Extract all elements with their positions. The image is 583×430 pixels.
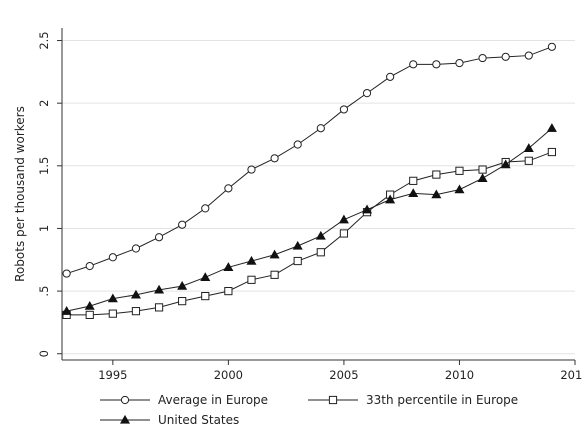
data-point [338,214,349,224]
data-point [224,184,233,193]
y-tick-label: 2.5 [37,31,51,49]
legend: Average in Europe 33th percentile in Euro… [100,393,518,427]
data-point [408,188,419,198]
series-line [66,46,553,275]
data-point [478,165,487,174]
data-point [84,301,95,310]
data-point [524,156,533,165]
data-point [130,289,141,299]
data-point [61,306,72,315]
data-point [247,165,256,174]
data-point [85,310,94,319]
data-point [62,269,71,278]
legend-label: Average in Europe [158,393,268,407]
legend-item: United States [100,413,239,427]
y-tick-label: 1 [37,225,51,232]
data-point [546,123,557,132]
data-point [270,154,279,163]
grid [62,40,575,355]
y-tick-label: 0 [37,350,51,357]
data-point [108,253,117,262]
data-point [455,166,464,175]
data-point [292,240,303,250]
data-point [131,244,141,253]
data-point [293,140,302,149]
legend-label: United States [158,413,239,427]
data-point [154,284,165,294]
data-point [385,194,396,204]
legend-marker [120,395,130,405]
data-point [339,229,349,238]
data-point [547,42,556,51]
x-tick-label: 2000 [214,368,243,382]
data-point [455,58,464,68]
data-point [131,307,141,316]
data-point [177,280,188,290]
data-point [409,176,418,185]
legend-marker [119,414,131,424]
data-point [200,272,211,281]
data-point [107,293,118,303]
series-layer [61,42,557,319]
x-tick-label: 2005 [329,368,358,382]
data-point [315,230,326,240]
data-point [293,256,302,266]
series-line [66,151,553,316]
data-point [386,72,395,81]
series-line [66,127,553,312]
data-point [247,275,256,284]
data-point [223,262,234,271]
data-point [431,189,442,199]
x-tick-label: 1995 [98,368,127,382]
data-point [547,147,556,157]
data-point [201,204,210,213]
data-point [154,233,164,242]
data-point [316,248,325,257]
data-point [362,204,373,214]
y-tick-label: 1.5 [37,157,51,175]
data-point [269,249,280,259]
data-point [432,60,441,69]
series-triangle [61,123,557,315]
x-axis-ticks: 1995 2000 2005 2010 2015 [98,360,583,382]
data-point [178,297,187,306]
data-point [501,52,510,61]
data-point [478,53,487,63]
series-circle [62,42,556,278]
legend-item: 33th percentile in Europe [308,393,518,407]
data-point [362,89,372,98]
legend-label: 33th percentile in Europe [366,393,518,407]
data-point [339,105,349,114]
data-point [454,184,465,194]
y-axis-ticks: 0 .5 1 1.5 2 2.5 [37,31,62,357]
data-point [201,292,210,301]
data-point [270,270,279,279]
y-tick-label: 2 [37,100,51,107]
x-tick-label: 2010 [445,368,474,382]
y-tick-label: .5 [37,286,51,297]
data-point [523,143,534,152]
data-point [246,255,257,265]
data-point [500,159,511,169]
data-point [524,51,533,60]
data-point [108,309,117,318]
data-point [316,124,325,133]
data-point [178,220,187,229]
data-point [224,286,233,296]
y-axis-label: Robots per thousand workers [13,106,27,282]
data-point [409,60,418,69]
legend-marker [328,395,338,405]
data-point [432,170,441,179]
data-point [154,303,164,312]
x-tick-label: 2015 [560,368,583,382]
legend-item: Average in Europe [100,393,268,407]
data-point [477,173,488,183]
data-point [85,261,94,271]
